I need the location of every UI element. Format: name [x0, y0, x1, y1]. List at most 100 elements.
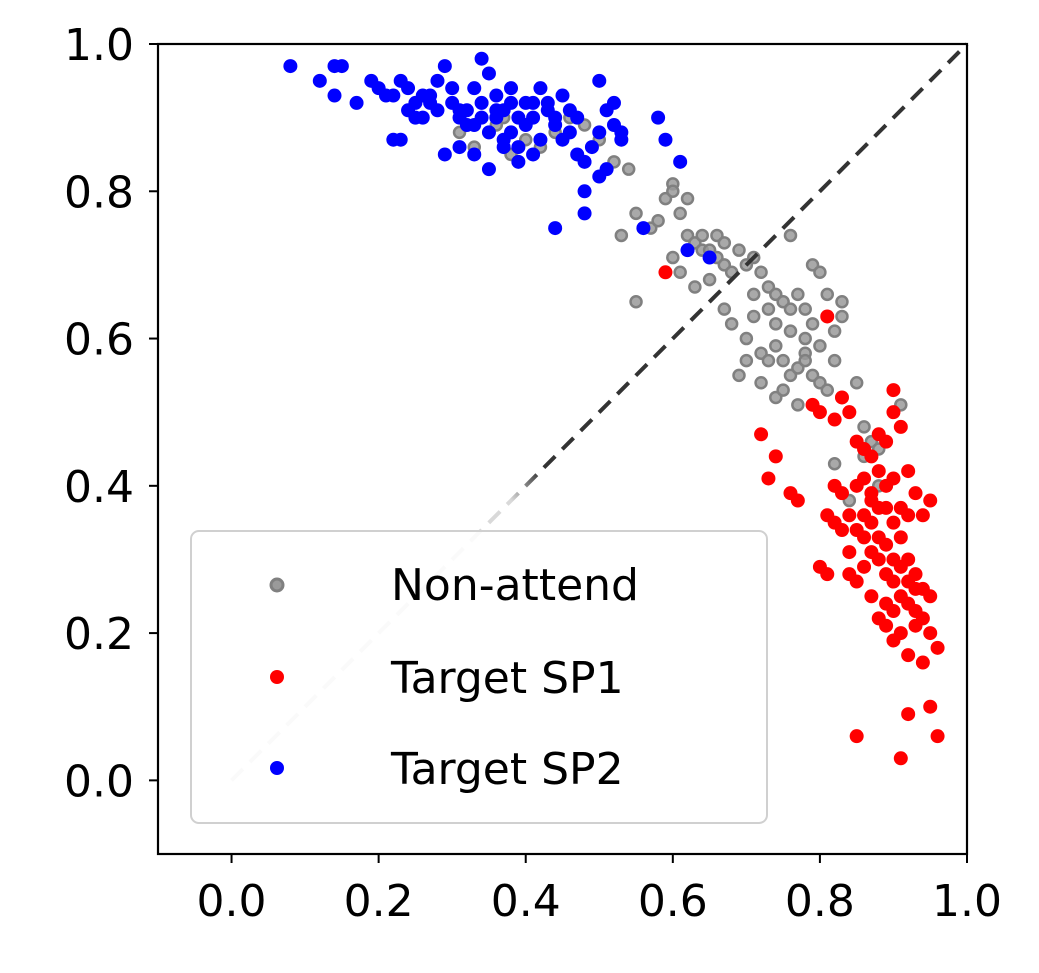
point-non-attend: [776, 383, 790, 397]
point-target-sp2: [327, 88, 342, 103]
point-target-sp2: [592, 73, 607, 88]
point-target-sp2: [577, 154, 592, 169]
point-non-attend: [629, 206, 643, 221]
point-target-sp1: [908, 486, 923, 501]
point-non-attend: [849, 375, 864, 390]
point-target-sp1: [901, 648, 916, 663]
point-non-attend: [813, 339, 827, 353]
legend-marker-target-sp1: [270, 670, 284, 684]
y-axis: 0.0 0.2 0.4 0.6 0.8 1.0: [64, 20, 158, 807]
point-target-sp2: [680, 243, 695, 258]
point-target-sp1: [820, 309, 835, 324]
point-target-sp1: [893, 559, 908, 574]
point-target-sp1: [886, 515, 901, 530]
point-target-sp2: [533, 81, 548, 96]
point-target-sp2: [548, 221, 563, 236]
point-target-sp2: [562, 125, 577, 140]
point-target-sp1: [893, 530, 908, 545]
point-target-sp2: [467, 81, 482, 96]
legend-label-non-attend: Non-attend: [391, 560, 639, 611]
point-target-sp1: [871, 464, 886, 479]
point-target-sp2: [489, 103, 504, 118]
point-non-attend: [783, 302, 798, 316]
data-points-layer: [283, 51, 945, 766]
point-target-sp2: [401, 81, 416, 96]
point-non-attend: [827, 353, 842, 368]
point-non-attend: [827, 456, 842, 471]
point-target-sp1: [768, 449, 783, 464]
point-target-sp1: [864, 449, 879, 464]
series-target-sp2: [283, 51, 717, 265]
point-non-attend: [688, 280, 702, 294]
point-target-sp1: [761, 471, 776, 486]
point-target-sp1: [915, 655, 930, 670]
point-non-attend: [673, 265, 687, 280]
point-target-sp1: [923, 626, 938, 641]
point-target-sp2: [577, 184, 592, 199]
point-target-sp2: [673, 154, 688, 169]
x-tick-label: 0.0: [197, 876, 267, 927]
point-non-attend: [673, 206, 687, 221]
point-non-attend: [820, 287, 835, 302]
point-target-sp2: [481, 125, 496, 140]
point-target-sp1: [908, 618, 923, 633]
point-non-attend: [732, 243, 746, 257]
point-target-sp1: [886, 604, 901, 618]
point-target-sp1: [893, 419, 908, 434]
legend-label-target-sp2: Target SP2: [390, 744, 624, 795]
point-target-sp2: [334, 59, 349, 74]
diagonal-reference-line: [230, 42, 969, 782]
point-target-sp2: [614, 125, 629, 140]
point-target-sp1: [923, 589, 938, 604]
point-target-sp2: [430, 73, 445, 88]
point-target-sp2: [474, 51, 489, 66]
point-target-sp1: [849, 729, 864, 744]
x-tick-label: 0.4: [491, 876, 561, 927]
point-non-attend: [827, 324, 842, 338]
point-target-sp2: [283, 59, 298, 74]
x-tick-label: 0.2: [344, 876, 414, 927]
point-target-sp1: [901, 508, 916, 523]
point-target-sp2: [511, 110, 526, 125]
y-tick-label: 1.0: [64, 20, 134, 71]
legend-marker-target-sp2: [270, 761, 284, 775]
point-non-attend: [666, 184, 680, 199]
point-target-sp2: [349, 95, 364, 110]
point-non-attend: [791, 398, 805, 412]
point-target-sp1: [871, 500, 886, 515]
point-non-attend: [791, 287, 805, 302]
x-tick-label: 0.8: [785, 876, 855, 927]
point-target-sp1: [842, 545, 857, 560]
point-non-attend: [798, 302, 812, 316]
series-non-attend: [452, 96, 908, 508]
point-target-sp2: [489, 88, 504, 103]
point-target-sp1: [908, 581, 923, 596]
point-target-sp2: [481, 162, 496, 177]
point-target-sp2: [584, 140, 599, 155]
point-non-attend: [761, 302, 776, 316]
point-target-sp1: [879, 618, 894, 633]
point-non-attend: [717, 236, 732, 250]
point-target-sp2: [474, 95, 489, 110]
point-non-attend: [776, 353, 790, 368]
point-non-attend: [783, 228, 798, 243]
point-target-sp1: [879, 434, 894, 449]
point-target-sp1: [754, 427, 769, 442]
point-target-sp1: [790, 493, 805, 508]
point-target-sp2: [702, 250, 717, 265]
point-target-sp2: [555, 88, 570, 103]
point-non-attend: [666, 250, 680, 265]
point-target-sp1: [930, 640, 945, 655]
point-target-sp1: [923, 699, 938, 714]
point-target-sp1: [930, 729, 945, 744]
point-target-sp2: [496, 132, 511, 147]
point-non-attend: [739, 353, 754, 368]
point-target-sp1: [842, 508, 857, 523]
point-target-sp2: [437, 59, 452, 74]
point-target-sp2: [526, 95, 541, 110]
point-target-sp2: [548, 110, 563, 125]
legend-box: [190, 530, 768, 824]
point-target-sp1: [857, 559, 872, 574]
point-target-sp2: [481, 66, 496, 81]
y-tick-label: 0.8: [64, 167, 134, 218]
